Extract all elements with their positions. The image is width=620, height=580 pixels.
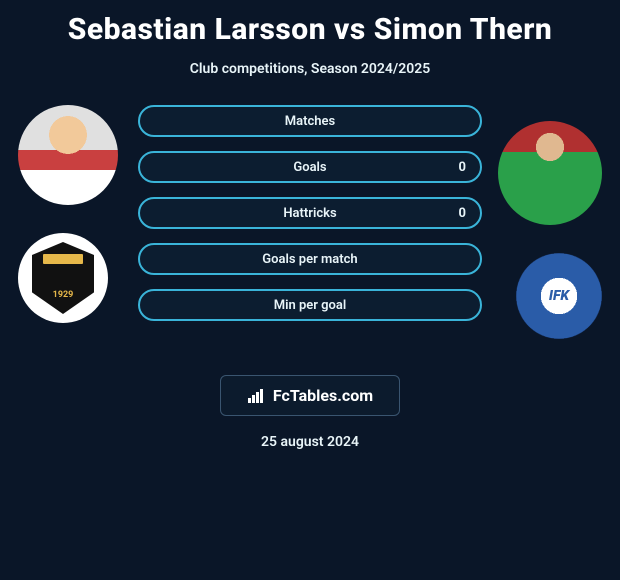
date-text: 25 august 2024 [261,434,359,450]
page-title: Sebastian Larsson vs Simon Thern [68,12,553,47]
stat-row-goals: Goals 0 [138,151,482,183]
stat-label: Goals [293,160,326,175]
left-column: 1929 [10,105,120,323]
comparison-card: Sebastian Larsson vs Simon Thern Club co… [0,0,620,450]
stat-label: Goals per match [262,252,357,267]
stat-label: Min per goal [274,298,347,313]
content-row: 1929 Matches Goals 0 Hattricks 0 Goals p… [0,105,620,339]
brand-box[interactable]: FcTables.com [220,375,400,416]
player-left-club-badge: 1929 [18,233,108,323]
player-left-avatar [18,105,118,205]
stat-row-goals-per-match: Goals per match [138,243,482,275]
right-column: IFK [500,121,610,339]
stat-row-min-per-goal: Min per goal [138,289,482,321]
stat-label: Hattricks [283,206,336,221]
stats-column: Matches Goals 0 Hattricks 0 Goals per ma… [138,105,482,321]
player-right-avatar [498,121,602,225]
stat-row-matches: Matches [138,105,482,137]
club-abbr: IFK [549,288,569,304]
brand-text: FcTables.com [273,386,373,405]
player-right-club-badge: IFK [516,253,602,339]
bar-chart-icon [247,388,267,404]
stat-value-right: 0 [459,160,466,175]
stat-label: Matches [285,114,335,129]
subtitle: Club competitions, Season 2024/2025 [190,61,430,77]
stat-row-hattricks: Hattricks 0 [138,197,482,229]
stat-value-right: 0 [459,206,466,221]
shield-icon: 1929 [32,242,94,314]
club-year: 1929 [53,290,74,300]
